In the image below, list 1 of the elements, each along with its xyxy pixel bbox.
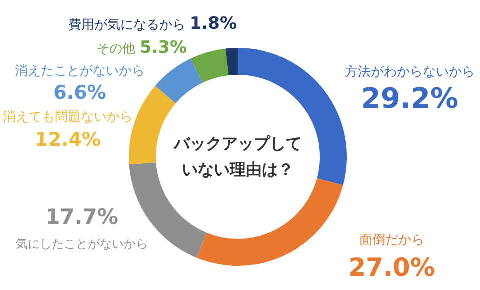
title: バックアップしていない理由は？ [172, 133, 303, 181]
